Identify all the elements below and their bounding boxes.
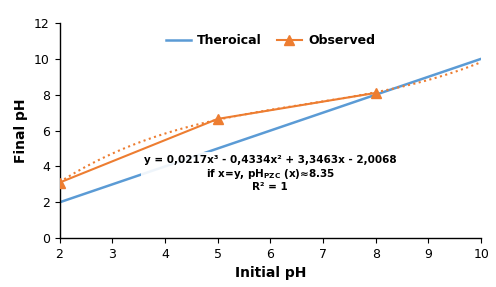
Y-axis label: Final pH: Final pH <box>14 98 28 163</box>
Legend: Theroical, Observed: Theroical, Observed <box>161 29 380 52</box>
Text: y = 0,0217x³ - 0,4334x² + 3,3463x - 2,0068
if x=y, pH$_{\mathbf{PZC}}$ (x)≈8.35
: y = 0,0217x³ - 0,4334x² + 3,3463x - 2,00… <box>144 155 397 193</box>
X-axis label: Initial pH: Initial pH <box>235 267 306 280</box>
